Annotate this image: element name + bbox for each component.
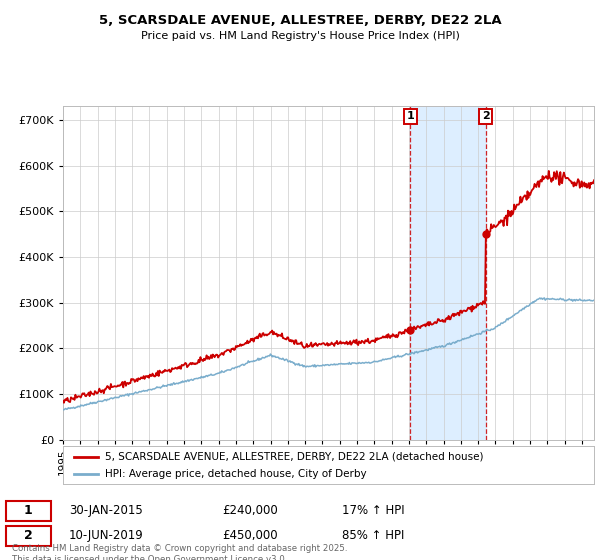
Text: 85% ↑ HPI: 85% ↑ HPI — [342, 529, 404, 542]
Text: 5, SCARSDALE AVENUE, ALLESTREE, DERBY, DE22 2LA: 5, SCARSDALE AVENUE, ALLESTREE, DERBY, D… — [98, 14, 502, 27]
FancyBboxPatch shape — [6, 501, 51, 521]
Bar — [410, 106, 486, 440]
Text: 17% ↑ HPI: 17% ↑ HPI — [342, 504, 404, 517]
Text: £240,000: £240,000 — [222, 504, 278, 517]
Text: £450,000: £450,000 — [222, 529, 278, 542]
Text: Contains HM Land Registry data © Crown copyright and database right 2025.
This d: Contains HM Land Registry data © Crown c… — [12, 544, 347, 560]
FancyBboxPatch shape — [6, 526, 51, 546]
Text: 2: 2 — [482, 111, 490, 122]
Text: HPI: Average price, detached house, City of Derby: HPI: Average price, detached house, City… — [106, 469, 367, 479]
Text: 5, SCARSDALE AVENUE, ALLESTREE, DERBY, DE22 2LA (detached house): 5, SCARSDALE AVENUE, ALLESTREE, DERBY, D… — [106, 451, 484, 461]
Text: 1: 1 — [406, 111, 414, 122]
Text: 10-JUN-2019: 10-JUN-2019 — [69, 529, 144, 542]
Text: 30-JAN-2015: 30-JAN-2015 — [69, 504, 143, 517]
Text: 1: 1 — [24, 504, 32, 517]
Text: Price paid vs. HM Land Registry's House Price Index (HPI): Price paid vs. HM Land Registry's House … — [140, 31, 460, 41]
Text: 2: 2 — [24, 529, 32, 542]
